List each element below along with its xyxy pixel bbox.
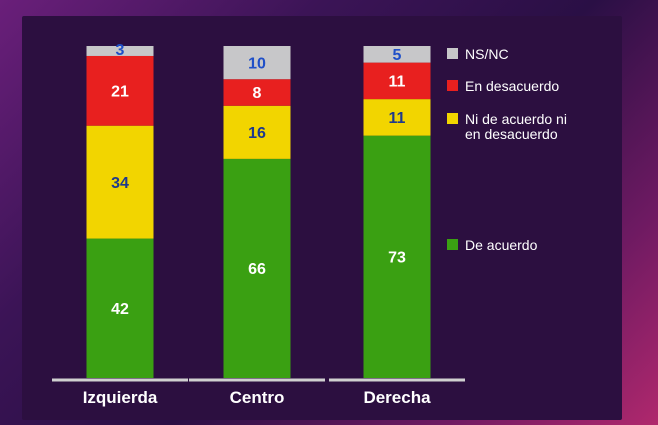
data-label-derecha-de-acuerdo: 73 xyxy=(388,250,406,267)
x-axis: Izquierda Centro Derecha xyxy=(52,378,465,407)
bar-centro-ni-de-acuerdo-ni-en-desacuerdo xyxy=(223,105,291,159)
chart-panel: 42 34 21 3 66 16 8 10 73 11 11 5 Izquierda Centro Der… xyxy=(22,16,622,420)
tick-label-derecha: Derecha xyxy=(363,388,431,407)
tick-label-centro: Centro xyxy=(230,388,285,407)
bar-izquierda-ni-de-acuerdo-ni-en-desacuerdo xyxy=(86,125,154,239)
bar-derecha-en-desacuerdo xyxy=(363,62,431,100)
tick-label-izquierda: Izquierda xyxy=(83,388,158,407)
data-label-centro-ni-de-acuerdo-ni-en-desacuerdo: 16 xyxy=(248,125,266,142)
legend-swatch-de-acuerdo xyxy=(447,239,458,250)
bar-izquierda-ns-nc xyxy=(86,46,154,56)
data-label-derecha-ni-de-acuerdo-ni-en-desacuerdo: 11 xyxy=(389,110,406,127)
bar-centro-en-desacuerdo xyxy=(223,79,291,106)
bar-centro-ns-nc xyxy=(223,46,291,80)
bar-izquierda-en-desacuerdo xyxy=(86,55,154,126)
data-label-izquierda-ns-nc: 3 xyxy=(116,42,125,59)
legend-label-de-acuerdo: De acuerdo xyxy=(465,237,538,253)
bar-izquierda-de-acuerdo xyxy=(86,238,154,378)
data-label-izquierda-ni-de-acuerdo-ni-en-desacuerdo: 34 xyxy=(111,175,129,192)
stacked-bar-chart: 42 34 21 3 66 16 8 10 73 11 11 5 Izquierda Centro Der… xyxy=(52,42,567,407)
bar-derecha-ni-de-acuerdo-ni-en-desacuerdo xyxy=(363,99,431,136)
legend: NS/NC En desacuerdo Ni de acuerdo ni en des… xyxy=(447,46,567,253)
data-label-derecha-ns-nc: 5 xyxy=(393,47,402,64)
bar-centro-de-acuerdo xyxy=(223,158,291,378)
data-label-izquierda-en-desacuerdo: 21 xyxy=(111,84,129,101)
data-label-centro-ns-nc: 10 xyxy=(248,55,266,72)
bar-derecha-ns-nc xyxy=(363,46,431,63)
legend-label-ni-de-acuerdo-ni-en-desacuerdo: Ni de acuerdo ni en desacuerdo xyxy=(465,111,567,142)
data-label-centro-de-acuerdo: 66 xyxy=(248,261,266,278)
legend-swatch-ni-de-acuerdo-ni-en-desacuerdo xyxy=(447,113,458,124)
legend-label-ns-nc: NS/NC xyxy=(465,46,509,62)
legend-label-en-desacuerdo: En desacuerdo xyxy=(465,78,559,94)
data-label-derecha-en-desacuerdo: 11 xyxy=(389,74,406,91)
legend-swatch-en-desacuerdo xyxy=(447,80,458,91)
bar-derecha-de-acuerdo xyxy=(363,135,431,378)
bars-layer: 42 34 21 3 66 16 8 10 73 11 11 5 xyxy=(86,42,431,378)
legend-swatch-ns-nc xyxy=(447,48,458,59)
data-label-izquierda-de-acuerdo: 42 xyxy=(111,301,129,318)
data-label-centro-en-desacuerdo: 8 xyxy=(253,85,262,102)
